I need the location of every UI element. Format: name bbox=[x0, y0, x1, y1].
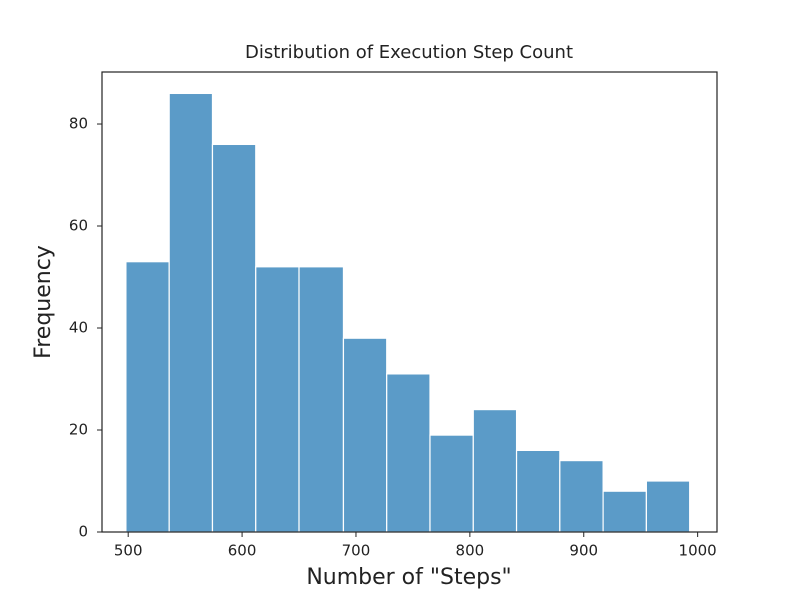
y-axis-label: Frequency bbox=[31, 245, 56, 359]
y-tick-label: 20 bbox=[69, 421, 88, 439]
bar bbox=[472, 409, 518, 533]
bar bbox=[645, 480, 691, 533]
y-tick-label: 0 bbox=[78, 523, 88, 541]
y-tick-label: 40 bbox=[69, 319, 88, 337]
bar bbox=[211, 143, 257, 533]
y-tick-label: 80 bbox=[69, 115, 88, 133]
x-tick-label: 700 bbox=[342, 542, 371, 560]
y-tick-label: 60 bbox=[69, 217, 88, 235]
bar bbox=[559, 460, 604, 533]
bar bbox=[168, 92, 214, 533]
x-tick-label: 900 bbox=[569, 542, 598, 560]
bar bbox=[255, 266, 300, 533]
plot-frame bbox=[101, 71, 718, 533]
x-tick-label: 800 bbox=[456, 542, 485, 560]
x-tick-label: 500 bbox=[114, 542, 143, 560]
bar bbox=[342, 337, 388, 533]
bar bbox=[386, 373, 431, 533]
bar bbox=[602, 490, 647, 533]
x-tick-label: 1000 bbox=[679, 542, 717, 560]
bar bbox=[298, 266, 345, 533]
bar bbox=[125, 261, 170, 533]
x-axis-label: Number of "Steps" bbox=[306, 565, 511, 590]
x-tick-label: 600 bbox=[228, 542, 257, 560]
chart-title: Distribution of Execution Step Count bbox=[245, 42, 573, 63]
bar bbox=[515, 449, 561, 533]
bar bbox=[429, 434, 474, 533]
